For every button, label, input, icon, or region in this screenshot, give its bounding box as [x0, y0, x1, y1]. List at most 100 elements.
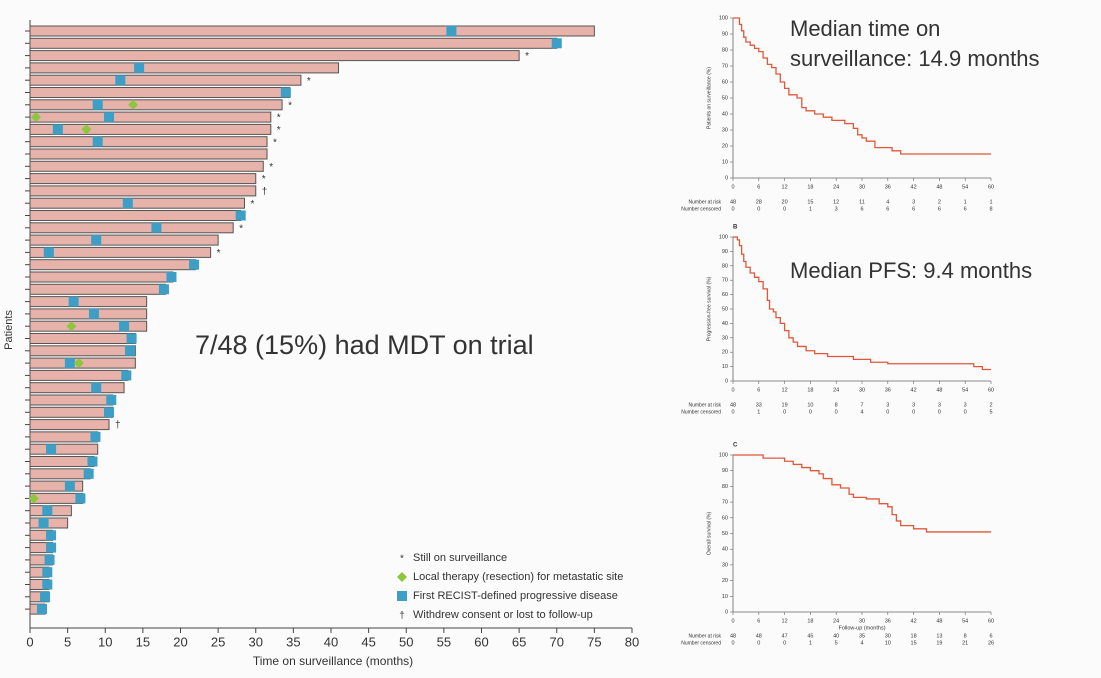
annotation: surveillance: 14.9 months [790, 46, 1039, 71]
y-tick-label: 100 [719, 452, 728, 458]
censored: 6 [886, 206, 889, 212]
y-tick-label: 0 [725, 378, 728, 384]
x-tick-label: 12 [782, 184, 788, 190]
status-label: * [273, 137, 277, 148]
bar [29, 443, 99, 455]
y-tick-label: 10 [722, 159, 728, 165]
annotation: Median PFS: 9.4 months [790, 258, 1032, 283]
x-tick-label: 0 [731, 184, 734, 190]
x-tick-label: 60 [474, 634, 488, 649]
progression-marker [121, 370, 132, 381]
bar [29, 246, 212, 258]
bar [29, 123, 272, 135]
annotation: Median time on [790, 16, 940, 41]
bar [29, 197, 245, 209]
x-tick-label: 42 [911, 387, 917, 393]
risk-label: Number censored [681, 206, 721, 212]
legend-label: First RECIST-defined progressive disease [413, 590, 618, 602]
progression-marker [134, 62, 145, 73]
status-label: * [217, 248, 221, 259]
censored: 1 [809, 206, 812, 212]
x-tick-label: 60 [988, 184, 994, 190]
censored: 0 [757, 640, 760, 646]
censored: 19 [936, 640, 942, 646]
progression-marker [125, 345, 136, 356]
y-tick-label: 80 [722, 47, 728, 53]
y-tick-label: 90 [722, 249, 728, 255]
bar [29, 99, 283, 111]
at-risk: 6 [989, 633, 992, 639]
progression-marker [551, 38, 562, 49]
y-tick-label: 100 [719, 15, 728, 21]
at-risk: 8 [835, 402, 838, 408]
local-therapy-marker [31, 112, 42, 123]
x-axis-label: Follow-up (months) [838, 625, 885, 631]
progression-marker [92, 136, 103, 147]
censored: 0 [809, 409, 812, 415]
bar [29, 456, 95, 467]
status-label: * [269, 162, 273, 173]
progression-marker [42, 505, 53, 516]
censored: 0 [886, 409, 889, 415]
at-risk: 2 [938, 199, 941, 205]
progression-marker [42, 567, 53, 578]
at-risk: 10 [807, 402, 813, 408]
y-tick-label: 10 [722, 594, 728, 600]
progression-marker [68, 296, 79, 307]
risk-label: Number censored [681, 409, 721, 415]
bar [29, 345, 136, 357]
censored: 21 [962, 640, 968, 646]
x-tick-label: 15 [136, 634, 150, 649]
at-risk: 40 [833, 633, 839, 639]
censored: 5 [835, 640, 838, 646]
bar [29, 210, 242, 221]
status-label: * [307, 76, 311, 87]
bar [29, 296, 148, 308]
x-tick-label: 60 [988, 618, 994, 624]
censored: 15 [911, 640, 917, 646]
bar [29, 222, 234, 234]
x-tick-label: 18 [807, 618, 813, 624]
bar [29, 480, 84, 492]
censored: 0 [731, 409, 734, 415]
x-tick-label: 30 [859, 184, 865, 190]
y-tick-label: 20 [722, 143, 728, 149]
x-tick-label: 42 [911, 184, 917, 190]
progression-marker [52, 124, 63, 135]
x-tick-label: 24 [833, 618, 839, 624]
y-tick-label: 50 [722, 531, 728, 537]
y-axis-label: Progression-free survival (%) [706, 276, 712, 341]
censored: 0 [912, 409, 915, 415]
y-axis-label: Patients [3, 310, 15, 350]
status-label: * [288, 100, 292, 111]
x-tick-label: 54 [962, 618, 968, 624]
legend-symbol: † [399, 611, 405, 622]
x-tick-label: 35 [286, 634, 300, 649]
x-tick-label: 12 [782, 387, 788, 393]
bar [29, 160, 264, 172]
x-tick-label: 24 [833, 184, 839, 190]
x-tick-label: 60 [988, 387, 994, 393]
risk-label: Number at risk [688, 402, 721, 408]
at-risk: 20 [782, 199, 788, 205]
y-tick-label: 10 [722, 364, 728, 370]
at-risk: 33 [756, 402, 762, 408]
risk-label: Number at risk [688, 199, 721, 205]
bar [29, 62, 340, 74]
x-tick-label: 36 [885, 184, 891, 190]
x-tick-label: 0 [26, 634, 33, 649]
censored: 0 [783, 409, 786, 415]
censored: 0 [835, 409, 838, 415]
x-tick-label: 6 [757, 387, 760, 393]
at-risk: 28 [756, 199, 762, 205]
censored: 0 [731, 206, 734, 212]
censored: 0 [783, 640, 786, 646]
bar [29, 50, 520, 62]
at-risk: 48 [730, 402, 736, 408]
x-tick-label: 45 [361, 634, 375, 649]
x-tick-label: 50 [399, 634, 413, 649]
survival-curve [733, 17, 991, 155]
progression-marker [104, 112, 115, 123]
bar [29, 468, 91, 480]
progression-marker [166, 272, 177, 282]
